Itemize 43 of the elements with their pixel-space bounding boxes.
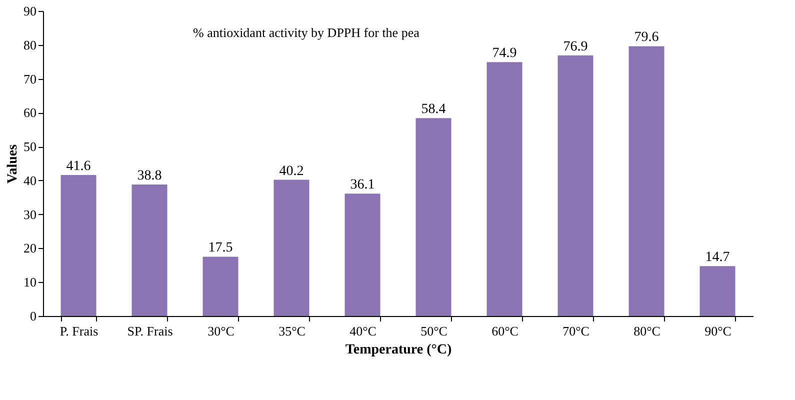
y-tick-label: 80 [24, 37, 36, 52]
y-tick-label: 0 [30, 308, 36, 324]
bar [132, 184, 168, 316]
bar [344, 194, 380, 316]
bar [486, 62, 522, 316]
x-tick-label: 30°C [208, 324, 234, 338]
y-axis-title: Values [6, 144, 20, 184]
y-tick-label: 30 [24, 206, 36, 222]
x-tick-label: 40°C [350, 324, 376, 338]
x-tick-label: 70°C [562, 324, 590, 338]
x-tick-label: SP. Frais [127, 324, 173, 338]
data-label: 41.6 [66, 159, 91, 174]
y-tick-label: 60 [24, 105, 36, 120]
data-label: 38.8 [137, 168, 162, 184]
data-label: 79.6 [634, 30, 659, 46]
y-tick-label: 70 [24, 71, 36, 86]
x-tick-label: 50°C [420, 324, 448, 338]
x-tick-label: 80°C [634, 324, 660, 338]
data-label: 74.9 [492, 46, 517, 62]
data-label: 58.4 [421, 102, 446, 118]
bar [274, 180, 310, 316]
bar [60, 175, 96, 316]
data-label: 17.5 [208, 240, 233, 256]
x-tick-label: P. Frais [60, 324, 98, 338]
data-label: 76.9 [563, 39, 588, 54]
y-tick-label: 10 [24, 274, 36, 290]
x-tick-label: 35°C [278, 324, 306, 338]
bar [628, 46, 664, 316]
y-tick-label: 40 [24, 172, 36, 188]
bar [558, 55, 594, 316]
bar [416, 118, 452, 316]
y-tick-label: 90 [24, 4, 36, 18]
text: % antioxidant activity by DPPH for the pea [193, 25, 420, 40]
bar [700, 266, 736, 316]
x-tick-label: 90°C [704, 324, 732, 338]
x-axis-title: Temperature (°C) [345, 342, 452, 358]
data-label: 40.2 [279, 164, 304, 179]
data-label: 14.7 [705, 250, 730, 266]
y-tick-label: 20 [24, 240, 36, 256]
data-label: 36.1 [350, 178, 375, 193]
y-tick-label: 50 [24, 139, 36, 154]
x-tick-label: 60°C [492, 324, 518, 338]
bar [202, 256, 238, 316]
